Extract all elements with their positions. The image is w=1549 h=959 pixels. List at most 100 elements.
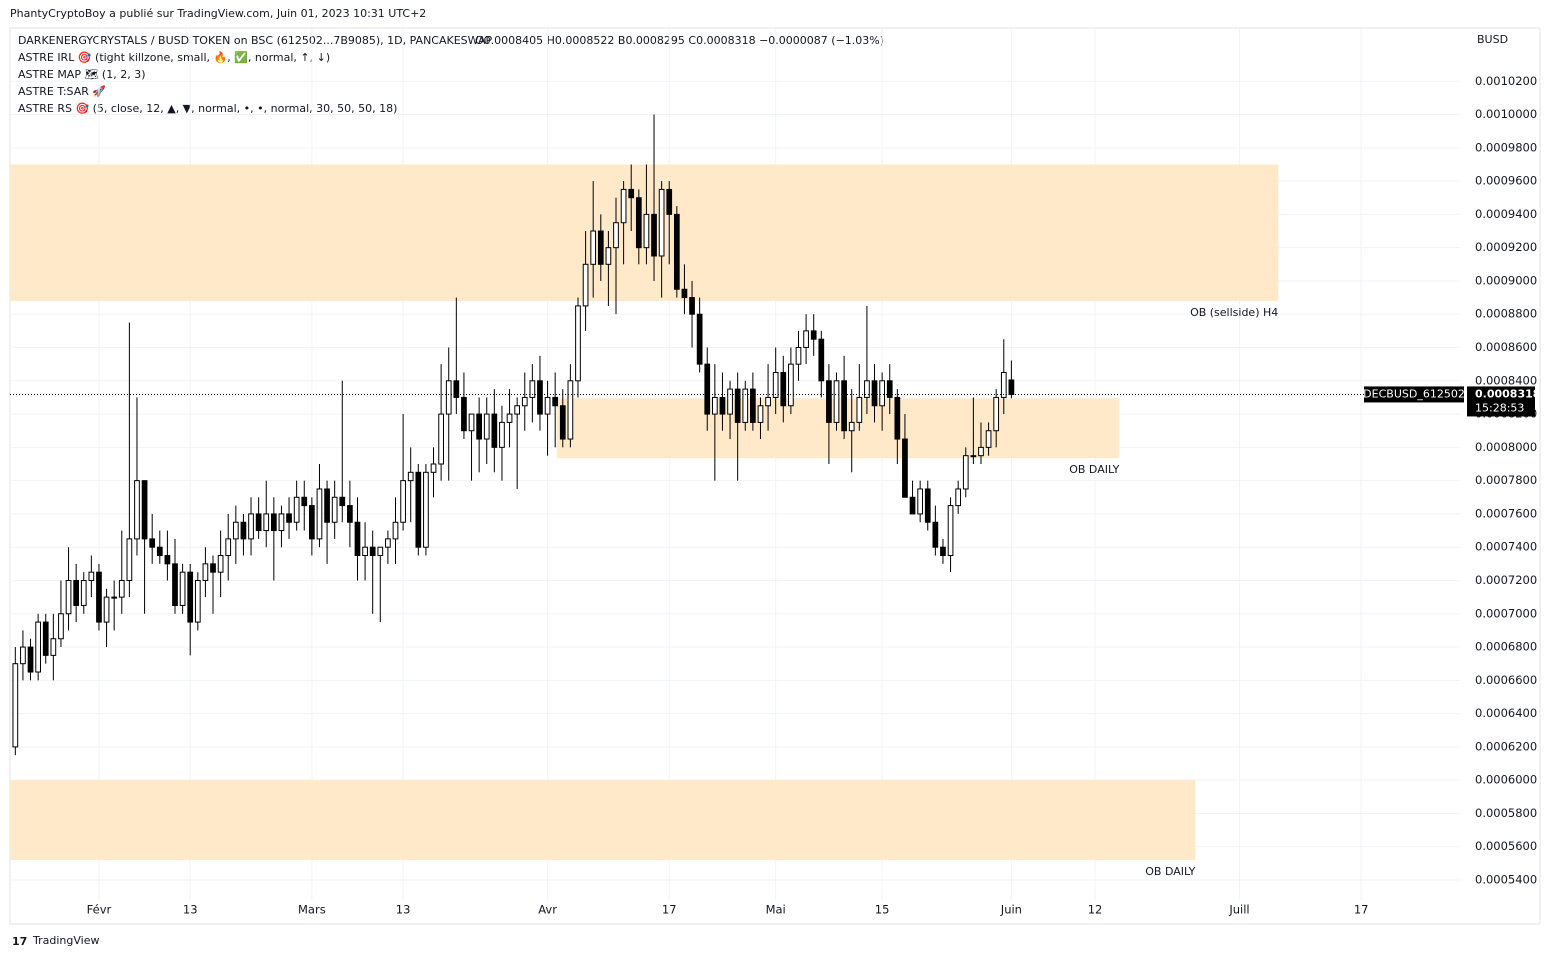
candle-body bbox=[848, 421, 855, 432]
x-tick-label: 17 bbox=[662, 903, 677, 917]
chart-frame bbox=[9, 27, 1541, 925]
candle-body bbox=[369, 546, 376, 557]
candle-body bbox=[940, 546, 946, 557]
candle-body bbox=[681, 288, 688, 299]
y-tick-label: 0.0006400 bbox=[1475, 706, 1537, 720]
candle-body bbox=[134, 480, 140, 540]
candle-body bbox=[111, 596, 118, 599]
y-tick-label: 0.0007400 bbox=[1475, 540, 1537, 554]
y-tick-label: 0.0010000 bbox=[1475, 107, 1537, 121]
candle-body bbox=[35, 621, 41, 673]
publisher: PhantyCryptoBoy a publié sur TradingView… bbox=[10, 7, 426, 20]
candle-body bbox=[803, 330, 809, 349]
candle-body bbox=[902, 438, 908, 498]
candle-body bbox=[955, 488, 962, 507]
candle-body bbox=[582, 263, 589, 307]
x-tick-label: Mai bbox=[766, 903, 786, 917]
y-tick-label: 0.0007000 bbox=[1475, 606, 1537, 620]
candle-body bbox=[42, 621, 49, 656]
candle-body bbox=[354, 521, 361, 557]
y-tick-label: 0.0005600 bbox=[1475, 839, 1537, 853]
candle-body bbox=[255, 513, 262, 532]
candle-body bbox=[1000, 371, 1007, 398]
candle-body bbox=[339, 496, 346, 507]
y-tick-label: 0.0009800 bbox=[1475, 140, 1537, 154]
candle-body bbox=[407, 471, 414, 482]
candle-body bbox=[711, 396, 718, 415]
y-tick-label: 0.0009400 bbox=[1475, 207, 1537, 221]
x-tick-label: 13 bbox=[396, 903, 411, 917]
candle-body bbox=[118, 579, 125, 598]
candle-body bbox=[909, 496, 916, 515]
x-tick-label: 15 bbox=[875, 903, 890, 917]
candle-body bbox=[232, 521, 239, 540]
candle-body bbox=[468, 413, 475, 432]
candle-body bbox=[73, 579, 80, 606]
candle-body bbox=[445, 380, 452, 415]
candle-body bbox=[210, 563, 216, 573]
y-tick-label: 0.0006200 bbox=[1475, 739, 1537, 753]
candle-body bbox=[103, 596, 110, 623]
y-tick-label: 0.0006800 bbox=[1475, 640, 1537, 654]
x-tick-label: Févr bbox=[87, 903, 112, 917]
candle-body bbox=[886, 380, 893, 398]
candle-body bbox=[309, 505, 315, 540]
candle-body bbox=[172, 563, 178, 606]
candle-body bbox=[331, 496, 338, 523]
candle-body bbox=[590, 230, 597, 265]
candle-body bbox=[772, 371, 779, 398]
price-tag bbox=[1467, 386, 1535, 417]
candle-body bbox=[734, 388, 741, 423]
candle-body bbox=[225, 538, 232, 557]
candle-body bbox=[362, 546, 368, 557]
candle-body bbox=[141, 480, 148, 540]
candle-body bbox=[795, 347, 802, 365]
candle-body bbox=[499, 421, 505, 448]
candle-body bbox=[217, 555, 224, 573]
candle-body bbox=[156, 546, 163, 557]
candle-body bbox=[993, 396, 1000, 432]
candle-body bbox=[864, 380, 870, 398]
x-tick-label: Mars bbox=[298, 903, 326, 917]
indicator: ASTRE MAP 🗺 (1, 2, 3) bbox=[18, 68, 146, 81]
x-tick-label: 13 bbox=[183, 903, 198, 917]
y-tick-label: 0.0006000 bbox=[1475, 773, 1537, 787]
candle-body bbox=[666, 188, 673, 215]
candle-body bbox=[324, 488, 330, 523]
candle-body bbox=[179, 571, 186, 606]
indicator: ASTRE T:SAR 🚀 bbox=[18, 85, 106, 98]
x-tick-label: Juill bbox=[1228, 903, 1249, 917]
candle-body bbox=[149, 538, 156, 548]
candle-body bbox=[635, 197, 642, 249]
candle-body bbox=[970, 455, 977, 458]
candle-body bbox=[985, 430, 992, 448]
candle-body bbox=[719, 396, 726, 415]
x-tick-label: Juin bbox=[1000, 903, 1022, 917]
candle-body bbox=[301, 496, 308, 507]
candle-body bbox=[423, 471, 429, 548]
candle-body bbox=[978, 446, 984, 457]
candle-body bbox=[559, 405, 566, 440]
candle-body bbox=[871, 380, 878, 407]
candle-body bbox=[50, 638, 57, 656]
candle-body bbox=[392, 521, 399, 540]
candle-body bbox=[658, 188, 665, 257]
candle-body bbox=[514, 405, 521, 415]
indicator: ASTRE IRL 🎯 (tight killzone, small, 🔥, ✅… bbox=[18, 51, 330, 64]
candle-body bbox=[20, 646, 26, 665]
candle-body bbox=[58, 613, 64, 640]
legend-symbol: DARKENERGYCRYSTALS / BUSD TOKEN on BSC (… bbox=[18, 34, 492, 47]
y-tick-label: 0.0009000 bbox=[1475, 273, 1537, 287]
brand: TradingView bbox=[32, 934, 99, 947]
candle-body bbox=[263, 513, 270, 532]
symbol-label: DECBUSD_612502 bbox=[1363, 387, 1465, 400]
y-tick-label: 0.0008000 bbox=[1475, 440, 1537, 454]
candle-body bbox=[12, 663, 19, 748]
candle-body bbox=[240, 521, 247, 540]
candle-body bbox=[438, 413, 444, 465]
logo-mark: 17 bbox=[12, 935, 27, 948]
currency: BUSD bbox=[1477, 33, 1508, 46]
candle-body bbox=[856, 396, 863, 423]
candle-body bbox=[248, 513, 254, 540]
